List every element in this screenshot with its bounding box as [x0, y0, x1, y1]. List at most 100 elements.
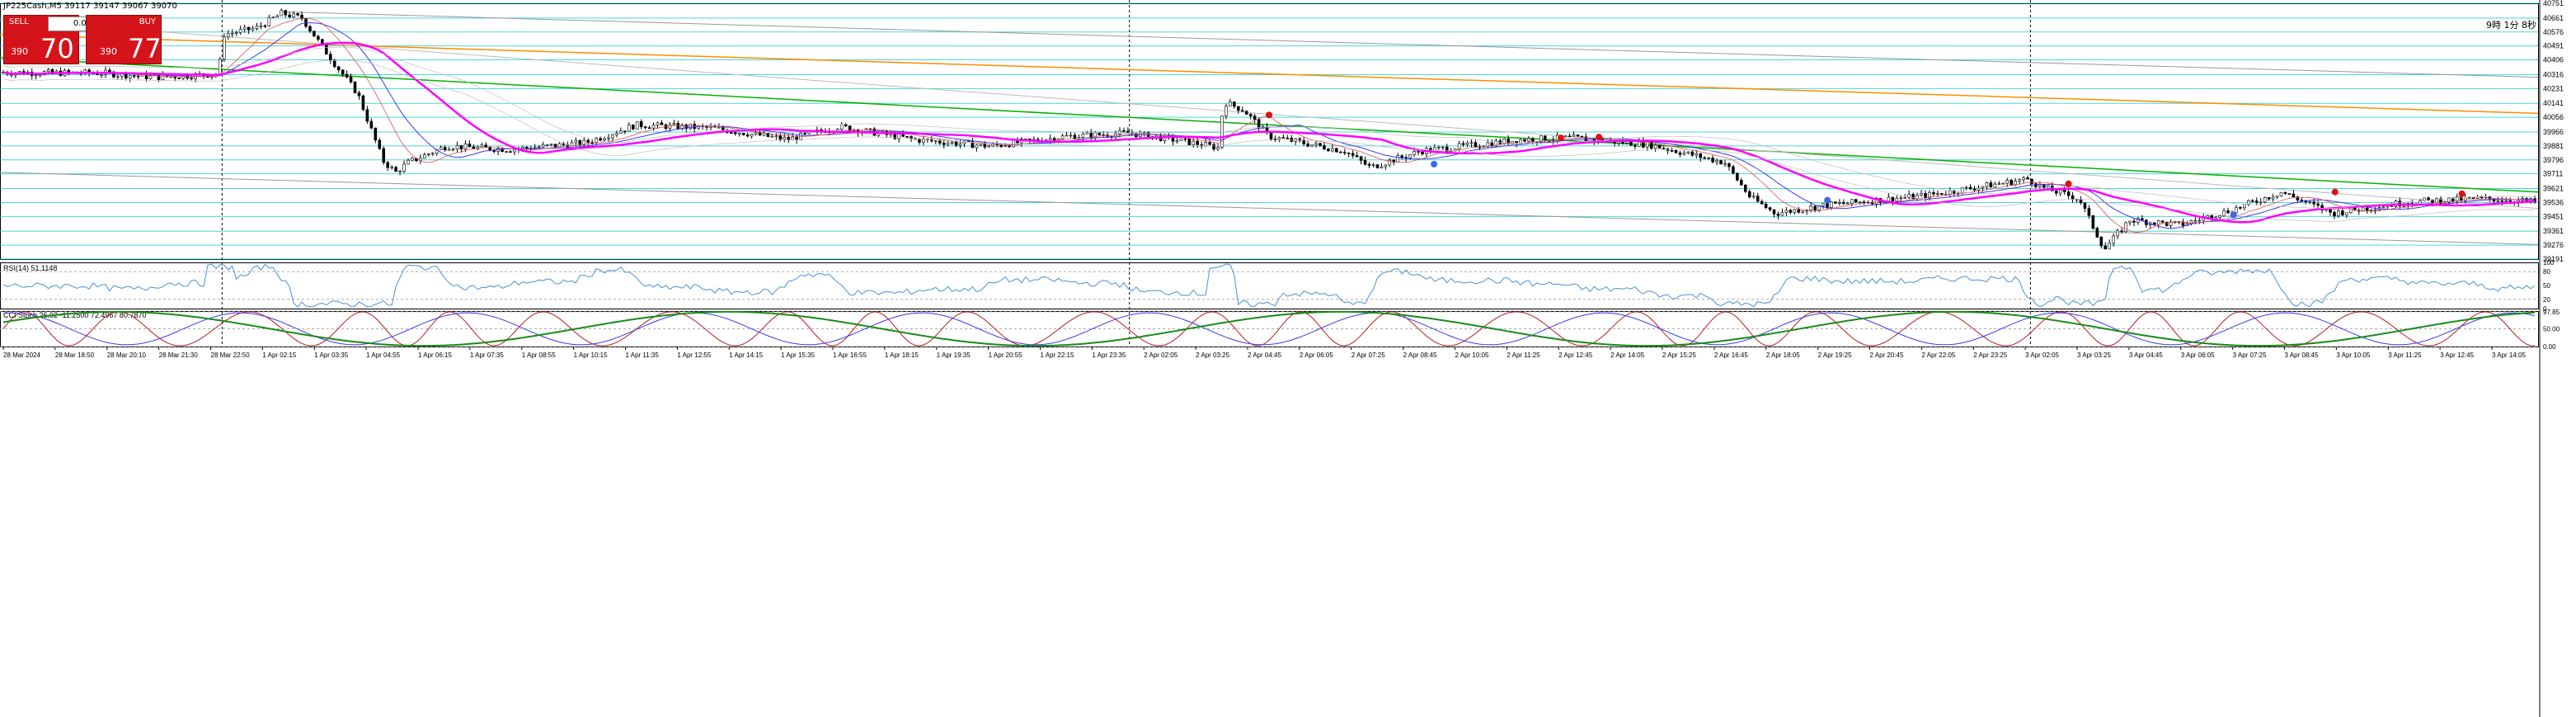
candle-body — [1699, 153, 1703, 158]
candle-body — [2152, 222, 2156, 225]
x-tick-label: 2 Apr 20:45 — [1870, 351, 1904, 359]
candle-body — [2112, 235, 2115, 244]
candle-body — [1838, 202, 1841, 204]
candle-body — [2030, 178, 2033, 184]
x-tick-label: 1 Apr 06:15 — [418, 351, 452, 359]
candle-body — [1920, 193, 1923, 196]
candle-body — [1286, 137, 1290, 139]
candle-body — [1396, 155, 1400, 163]
candle-body — [946, 143, 950, 145]
candle-body — [2275, 196, 2279, 198]
price-tick-label: 40661 — [2543, 14, 2564, 22]
signal-dot — [2065, 180, 2072, 187]
candle-body — [942, 143, 946, 145]
candle-body — [1338, 151, 1342, 153]
x-tick-label: 2 Apr 07:25 — [1351, 351, 1385, 359]
candle-body — [1441, 146, 1445, 149]
candle-body — [693, 124, 696, 130]
price-tick-label: 39191 — [2543, 255, 2564, 263]
candle-body — [2500, 200, 2504, 202]
candle-body — [639, 121, 643, 127]
x-tick-label: 3 Apr 12:45 — [2440, 351, 2474, 359]
x-tick-label: 28 Mar 22:50 — [211, 351, 251, 359]
candle-body — [730, 132, 733, 134]
candle-body — [2349, 207, 2353, 214]
candle-body — [1474, 142, 1478, 148]
candle-body — [983, 143, 987, 148]
candle-body — [1822, 203, 1825, 206]
x-tick-label: 1 Apr 15:35 — [781, 351, 815, 359]
candle-body — [1629, 140, 1633, 146]
candle-body — [905, 135, 909, 138]
x-tick-label: 1 Apr 16:55 — [833, 351, 867, 359]
candle-body — [1384, 164, 1388, 167]
candle-body — [1776, 214, 1780, 216]
candle-body — [2136, 218, 2140, 223]
x-tick-label: 2 Apr 15:25 — [1662, 351, 1696, 359]
signal-dot — [2331, 188, 2339, 196]
candle-body — [2099, 237, 2104, 247]
candle-body — [2071, 195, 2075, 200]
candle-body — [1985, 182, 1989, 187]
candle-body — [451, 149, 455, 151]
candle-body — [1085, 132, 1089, 134]
candle-body — [582, 139, 586, 146]
candle-body — [443, 147, 447, 151]
candle-body — [2079, 199, 2083, 204]
rsi-title: RSI(14) 51.1148 — [3, 264, 57, 272]
price-tick-label: 39276 — [2543, 241, 2564, 249]
candle-body — [2447, 197, 2451, 203]
candle-body — [2165, 221, 2169, 226]
candle-body — [1690, 151, 1695, 156]
candle-body — [378, 139, 382, 149]
candle-body — [2198, 219, 2202, 222]
candle-body — [2247, 200, 2250, 205]
candle-body — [1751, 196, 1756, 198]
candle-body — [116, 75, 120, 78]
candle-body — [1122, 130, 1126, 132]
candle-body — [2038, 184, 2042, 187]
candle-body — [1657, 144, 1662, 149]
candle-body — [1437, 146, 1441, 149]
rsi-tick-label: 20 — [2543, 296, 2550, 304]
candle-body — [2083, 202, 2087, 209]
candle-body — [1891, 196, 1895, 202]
candle-body — [426, 153, 430, 155]
candle-body — [2308, 201, 2312, 203]
candle-body — [1355, 155, 1359, 158]
candle-body — [839, 124, 844, 130]
candle-body — [1789, 210, 1793, 213]
candle-body — [1801, 210, 1805, 213]
candle-body — [1048, 138, 1052, 140]
candle-body — [386, 162, 390, 168]
candle-body — [774, 135, 778, 137]
one-click-trading-panel: SELL 390 70 0.00 BUY 390 77 — [3, 15, 162, 64]
buy-button[interactable]: BUY 390 77 — [86, 15, 162, 64]
price-tick-label: 39711 — [2543, 170, 2563, 178]
candle-body — [1728, 163, 1731, 167]
candle-body — [2066, 191, 2071, 196]
x-tick-label: 1 Apr 22:15 — [1041, 351, 1074, 359]
candle-body — [1257, 119, 1261, 129]
x-tick-label: 2 Apr 03:25 — [1196, 351, 1229, 359]
candle-body — [468, 144, 472, 148]
candle-body — [1580, 135, 1584, 138]
candle-body — [1719, 160, 1723, 165]
candle-body — [599, 138, 602, 141]
candle-body — [1649, 141, 1653, 149]
candle-body — [1989, 182, 1993, 188]
x-tick-label: 1 Apr 12:55 — [677, 351, 711, 359]
signal-dot — [2458, 190, 2466, 197]
candle-body — [2312, 201, 2315, 205]
x-tick-label: 1 Apr 03:35 — [314, 351, 348, 359]
candle-body — [1507, 139, 1510, 144]
candle-body — [1960, 187, 1964, 194]
candle-body — [835, 129, 839, 132]
candle-body — [501, 148, 504, 153]
candle-body — [439, 147, 443, 150]
candle-body — [2427, 197, 2430, 200]
candle-body — [1972, 188, 1977, 191]
x-tick-label: 1 Apr 18:15 — [885, 351, 919, 359]
price-tick-label: 40231 — [2543, 84, 2564, 92]
x-tick-label: 28 Mar 18:50 — [55, 351, 95, 359]
